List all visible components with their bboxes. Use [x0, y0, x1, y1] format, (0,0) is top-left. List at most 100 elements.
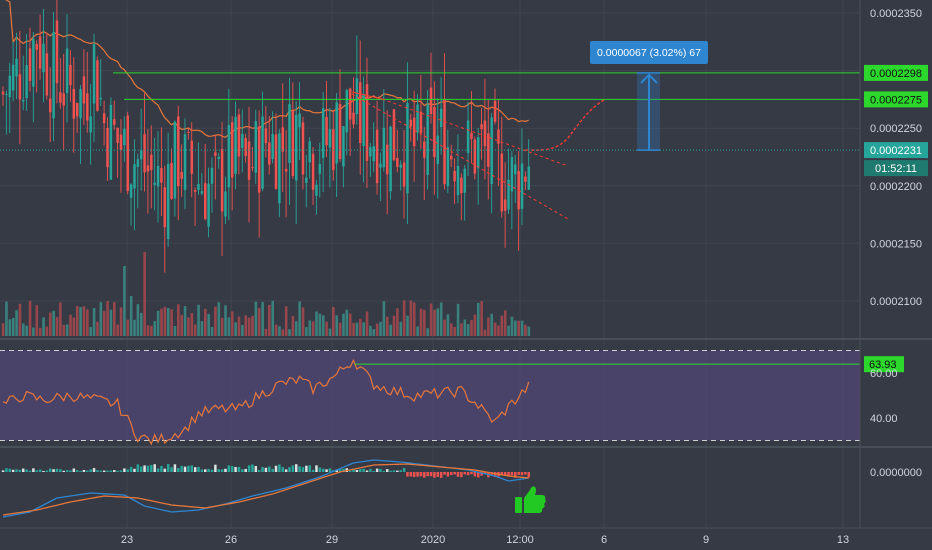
x-tick-label: 12:00: [506, 534, 534, 546]
candle-body: [166, 163, 170, 240]
macd-histogram-bar: [500, 472, 504, 475]
macd-histogram-bar: [409, 472, 413, 477]
macd-histogram-bar: [230, 466, 234, 472]
macd-histogram-bar: [281, 467, 285, 472]
macd-histogram-bar: [214, 464, 217, 472]
macd-histogram-bar: [453, 472, 456, 475]
volume-bar: [365, 311, 369, 336]
candle-body: [490, 117, 493, 185]
candle-body: [510, 157, 514, 192]
macd-histogram-bar: [460, 472, 463, 478]
candle-body: [220, 149, 224, 212]
rsi-panel[interactable]: [0, 350, 860, 446]
candle-body: [342, 126, 345, 167]
macd-histogram-bar: [338, 469, 342, 472]
volume-bar: [332, 306, 335, 336]
candle-body: [180, 172, 183, 179]
candle-body: [113, 119, 116, 125]
volume-bar: [352, 322, 355, 336]
candle-body: [500, 153, 504, 212]
rsi-tick-label: 60.00: [870, 368, 898, 380]
candle-body: [183, 134, 187, 190]
macd-histogram-bar: [187, 465, 190, 472]
price-panel[interactable]: 0.0000067 (3.02%) 67: [0, 0, 860, 336]
macd-panel[interactable]: [1, 459, 546, 518]
macd-histogram-bar: [204, 469, 207, 472]
candle-body: [214, 152, 217, 156]
volume-bar: [463, 319, 467, 336]
volume-bar: [291, 315, 295, 336]
macd-histogram-bar: [102, 470, 106, 472]
candle-body: [38, 36, 42, 69]
macd-histogram-bar: [375, 468, 379, 472]
volume-bar: [493, 322, 497, 336]
macd-histogram-bar: [446, 472, 450, 477]
macd-histogram-bar: [1, 470, 5, 472]
macd-histogram-bar: [200, 469, 204, 472]
candle-body: [210, 167, 214, 184]
candle-body: [48, 98, 52, 113]
macd-histogram-bar: [96, 470, 99, 472]
macd-histogram-bar: [507, 472, 510, 477]
volume-bar: [126, 319, 130, 336]
candle-body: [463, 168, 466, 193]
candle-body: [446, 147, 450, 187]
volume-bar: [473, 314, 477, 336]
volume-bar: [419, 308, 423, 336]
candle-body: [476, 137, 480, 169]
macd-histogram-bar: [342, 468, 345, 472]
volume-bar: [156, 310, 160, 336]
macd-histogram-bar: [217, 469, 220, 472]
candle-body: [32, 38, 35, 87]
macd-histogram-bar: [264, 467, 268, 472]
channel-upper-line[interactable]: [381, 98, 569, 167]
candle-body: [480, 124, 483, 130]
candle-body: [55, 20, 59, 84]
macd-histogram-bar: [109, 470, 113, 472]
macd-histogram-bar: [517, 472, 520, 475]
thumbs-up-icon: [515, 486, 546, 513]
macd-histogram-bar: [524, 472, 527, 475]
volume-bar: [5, 301, 8, 336]
volume-bar: [42, 317, 45, 336]
volume-bar: [230, 311, 234, 336]
volume-bar: [433, 309, 436, 336]
candle-body: [291, 110, 295, 176]
volume-bar: [247, 317, 251, 336]
macd-histogram-bar: [426, 472, 429, 477]
candle-body: [72, 88, 76, 119]
candle-body: [62, 93, 65, 106]
macd-histogram-bar: [318, 467, 322, 472]
macd-histogram-bar: [436, 472, 440, 477]
macd-histogram-bar: [247, 465, 251, 472]
candle-body: [207, 183, 210, 227]
volume-bar: [183, 306, 187, 336]
price-tick-label: 0.0002200: [870, 181, 922, 193]
candle-body: [96, 60, 99, 111]
volume-bar: [436, 308, 440, 336]
macd-histogram-bar: [257, 469, 261, 472]
macd-histogram-bar: [146, 465, 150, 472]
volume-bar: [133, 319, 136, 336]
level-badge-label: 0.0002275: [870, 94, 922, 106]
candle-body: [126, 115, 129, 192]
macd-histogram-bar: [119, 470, 123, 472]
macd-histogram-bar: [129, 466, 133, 472]
volume-bar: [86, 309, 89, 336]
candle-body: [200, 191, 204, 194]
macd-histogram-bar: [32, 468, 35, 472]
volume-bar: [517, 320, 521, 336]
candle-body: [436, 135, 440, 165]
macd-histogram-bar: [241, 469, 244, 472]
volume-bar: [116, 324, 119, 336]
candle-body: [18, 74, 22, 100]
volume-bar: [200, 321, 204, 336]
volume-bar: [308, 320, 312, 336]
candle-body: [301, 122, 305, 175]
candle-body: [187, 131, 190, 133]
current-price-label: 0.0002231: [870, 145, 922, 157]
candle-body: [328, 129, 332, 148]
volume-bar: [204, 308, 207, 336]
measure-label: 0.0000067 (3.02%) 67: [597, 47, 701, 59]
